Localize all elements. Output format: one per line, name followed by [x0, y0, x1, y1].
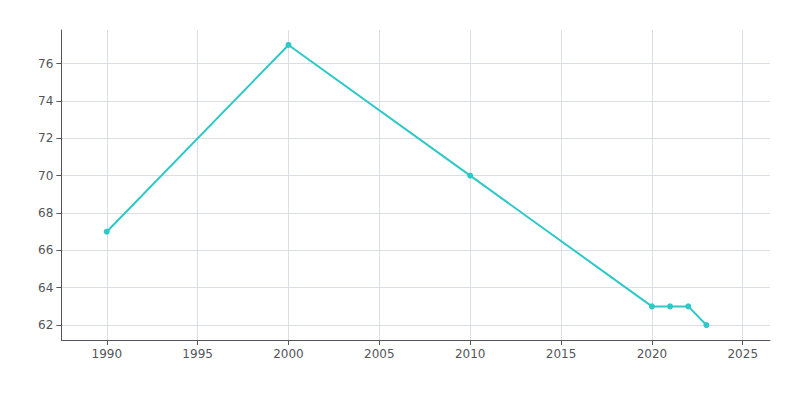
svg-text:2025: 2025 [727, 347, 758, 361]
svg-text:2015: 2015 [546, 347, 577, 361]
svg-text:64: 64 [38, 281, 53, 295]
svg-text:1990: 1990 [92, 347, 123, 361]
svg-text:74: 74 [38, 94, 53, 108]
svg-text:62: 62 [38, 318, 53, 332]
svg-text:76: 76 [38, 57, 53, 71]
svg-text:2020: 2020 [637, 347, 668, 361]
svg-text:1995: 1995 [182, 347, 213, 361]
svg-text:68: 68 [38, 206, 53, 220]
svg-text:2000: 2000 [273, 347, 304, 361]
svg-text:66: 66 [38, 243, 53, 257]
svg-text:72: 72 [38, 131, 53, 145]
svg-text:70: 70 [38, 169, 53, 183]
svg-text:2005: 2005 [364, 347, 395, 361]
svg-text:2010: 2010 [455, 347, 486, 361]
